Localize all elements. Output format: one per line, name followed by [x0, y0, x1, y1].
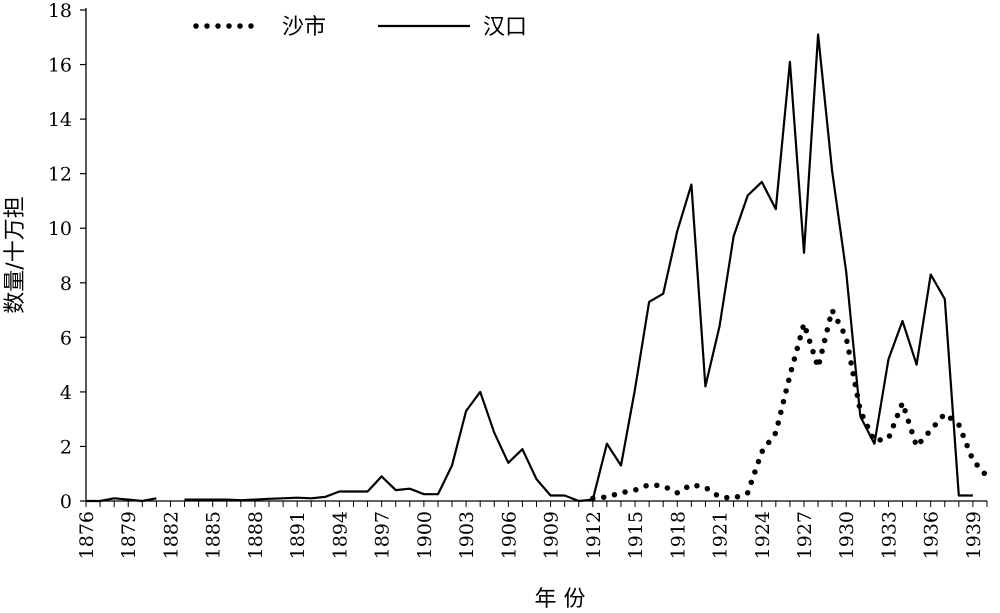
y-tick-label: 10 — [48, 218, 72, 240]
x-tick-label: 1918 — [667, 511, 689, 559]
x-tick-label: 1894 — [329, 511, 351, 559]
x-tick-label: 1912 — [583, 511, 605, 559]
x-tick-label: 1903 — [456, 511, 478, 559]
axes — [85, 8, 987, 502]
x-tick-label: 1921 — [710, 511, 732, 559]
x-ticks: 1876 1879 1882 1885 1888 1891 1894 1897 1900 1903… — [76, 501, 988, 559]
y-tick-label: 18 — [48, 0, 72, 22]
y-tick-label: 2 — [60, 436, 72, 458]
legend: 沙市 汉口 — [193, 15, 527, 40]
series-layer — [86, 33, 990, 503]
y-axis-title: 数量/十万担 — [3, 196, 28, 313]
x-tick-label: 1936 — [921, 511, 943, 559]
series-line-hankou-seg1 — [184, 33, 973, 503]
x-tick-label: 1876 — [76, 511, 98, 559]
legend-label-1: 汉口 — [483, 15, 527, 40]
x-tick-label: 1897 — [372, 511, 394, 559]
series-line-shashi — [590, 307, 990, 502]
x-axis-title: 年 份 — [535, 587, 586, 612]
x-tick-label: 1906 — [498, 511, 520, 559]
y-ticks: 0 2 4 6 8 10 12 14 16 18 — [48, 0, 86, 513]
x-tick-label: 1879 — [118, 511, 140, 559]
y-tick-label: 16 — [48, 55, 72, 77]
x-tick-label: 1885 — [203, 511, 225, 559]
y-tick-label: 6 — [60, 327, 72, 349]
y-tick-label: 4 — [60, 382, 72, 404]
series-line-hankou-seg0 — [86, 497, 157, 503]
x-tick-label: 1891 — [287, 511, 309, 559]
x-tick-label: 1915 — [625, 511, 647, 559]
y-tick-label: 0 — [60, 491, 72, 513]
x-tick-label: 1909 — [541, 511, 563, 559]
legend-label-0: 沙市 — [282, 15, 326, 40]
y-tick-label: 8 — [60, 273, 72, 295]
x-tick-label: 1933 — [878, 511, 900, 559]
x-tick-label: 1900 — [414, 511, 436, 559]
x-tick-label: 1927 — [794, 511, 816, 559]
x-tick-label: 1939 — [963, 511, 985, 559]
x-tick-label: 1930 — [836, 511, 858, 559]
x-tick-label: 1882 — [160, 511, 182, 559]
y-tick-label: 12 — [48, 164, 72, 186]
y-tick-label: 14 — [48, 109, 72, 131]
x-tick-label: 1888 — [245, 511, 267, 559]
x-tick-label: 1924 — [752, 511, 774, 559]
